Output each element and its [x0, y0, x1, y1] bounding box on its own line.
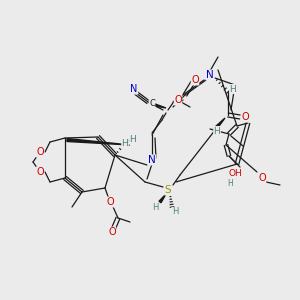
Polygon shape	[67, 139, 130, 145]
Text: O: O	[106, 197, 114, 207]
Text: N: N	[206, 70, 214, 80]
Text: C: C	[149, 100, 155, 109]
Text: O: O	[174, 95, 182, 105]
Polygon shape	[159, 194, 166, 203]
Text: N: N	[148, 155, 156, 165]
Text: O: O	[258, 173, 266, 183]
Polygon shape	[214, 118, 225, 130]
Text: H: H	[214, 127, 220, 136]
Text: N: N	[130, 84, 138, 94]
Text: H: H	[130, 136, 136, 145]
Polygon shape	[151, 103, 166, 108]
Text: OH: OH	[228, 169, 242, 178]
Text: H: H	[152, 202, 158, 211]
Text: H: H	[122, 139, 128, 148]
Text: H: H	[230, 85, 236, 94]
Text: S: S	[165, 185, 171, 195]
Text: O: O	[191, 75, 199, 85]
Text: H: H	[227, 178, 233, 188]
Text: O: O	[36, 167, 44, 177]
Text: O: O	[241, 112, 249, 122]
Text: O: O	[36, 147, 44, 157]
Text: H: H	[172, 208, 178, 217]
Text: O: O	[108, 227, 116, 237]
